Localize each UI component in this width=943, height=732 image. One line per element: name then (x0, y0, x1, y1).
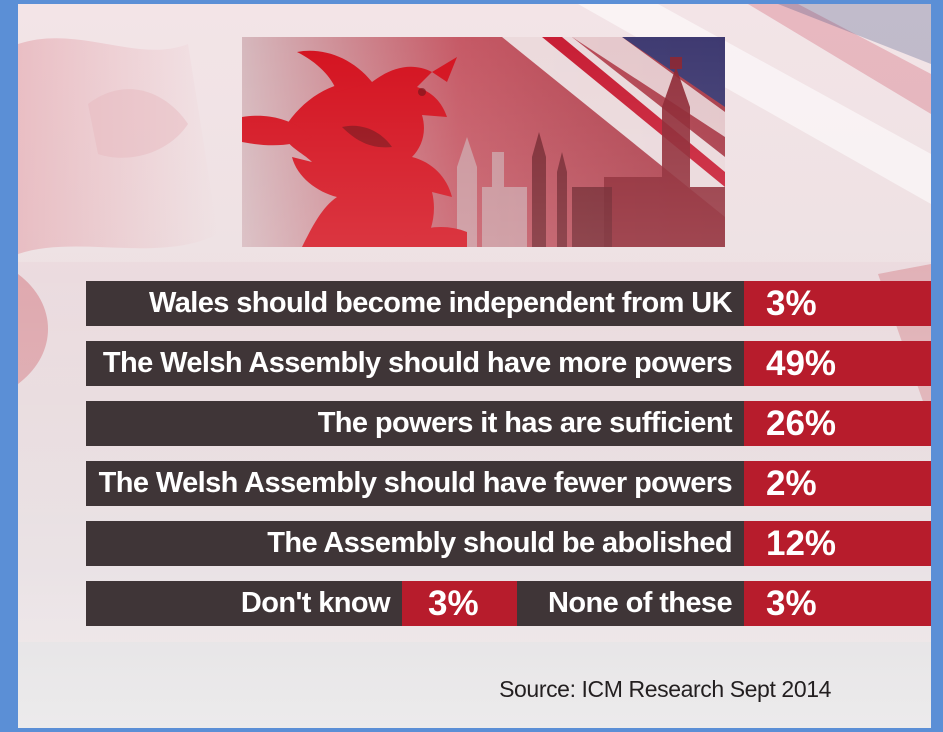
welsh-dragon-union-flag-big-ben-icon (242, 37, 725, 247)
row-label: The Assembly should be abolished (86, 521, 744, 566)
table-row: The powers it has are sufficient 26% (86, 401, 931, 446)
dont-know-label: Don't know (86, 581, 402, 626)
row-value: 26% (744, 401, 931, 446)
table-row: The Welsh Assembly should have more powe… (86, 341, 931, 386)
none-of-these-label: None of these (517, 581, 744, 626)
row-label: The Welsh Assembly should have more powe… (86, 341, 744, 386)
row-label: The Welsh Assembly should have fewer pow… (86, 461, 744, 506)
table-row: The Assembly should be abolished 12% (86, 521, 931, 566)
row-value: 49% (744, 341, 931, 386)
table-row: The Welsh Assembly should have fewer pow… (86, 461, 931, 506)
header-image (242, 37, 725, 247)
table-row-split: Don't know 3% None of these 3% (86, 581, 931, 626)
dont-know-value: 3% (402, 581, 517, 626)
source-note: Source: ICM Research Sept 2014 (499, 676, 831, 702)
row-label: The powers it has are sufficient (86, 401, 744, 446)
row-value: 12% (744, 521, 931, 566)
infographic: Wales should become independent from UK … (18, 4, 931, 728)
row-label: Wales should become independent from UK (86, 281, 744, 326)
table-row: Wales should become independent from UK … (86, 281, 931, 326)
row-value: 3% (744, 281, 931, 326)
none-of-these-value: 3% (744, 581, 931, 626)
row-value: 2% (744, 461, 931, 506)
